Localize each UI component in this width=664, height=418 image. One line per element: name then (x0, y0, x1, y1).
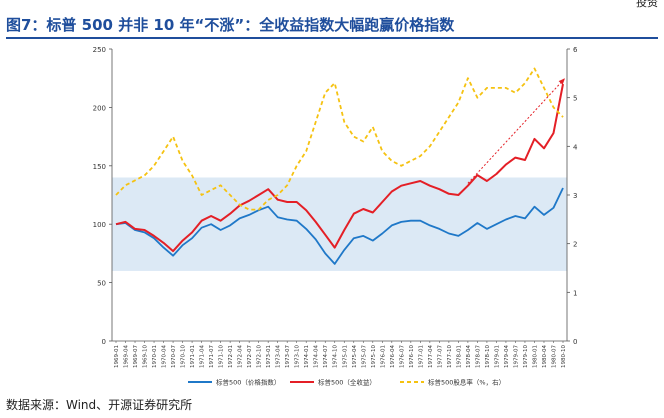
x-tick-label: 1969-04 (124, 345, 130, 368)
x-tick-label: 1979-10 (523, 345, 529, 368)
x-tick-label: 1971-04 (200, 345, 206, 368)
x-tick-label: 1977-07 (437, 345, 443, 368)
x-tick-label: 1970-01 (152, 345, 158, 368)
x-tick-label: 1975-10 (371, 345, 377, 368)
x-tick-label: 1976-04 (390, 345, 396, 368)
x-tick-label: 1970-04 (162, 345, 168, 368)
right-tick-label: 2 (573, 241, 577, 249)
x-tick-label: 1973-01 (266, 345, 272, 368)
right-tick-label: 4 (573, 143, 578, 151)
x-tick-label: 1969-01 (114, 345, 120, 368)
x-tick-label: 1975-01 (342, 345, 348, 368)
x-tick-label: 1974-01 (304, 345, 310, 368)
x-tick-label: 1970-07 (171, 345, 177, 368)
x-tick-label: 1973-04 (276, 345, 282, 368)
x-tick-label: 1974-10 (333, 345, 339, 368)
x-tick-label: 1978-04 (466, 345, 472, 368)
x-tick-label: 1975-07 (361, 345, 367, 368)
title-underline (6, 37, 658, 39)
x-tick-label: 1979-01 (494, 345, 500, 368)
x-tick-label: 1972-01 (228, 345, 234, 368)
right-tick-label: 6 (573, 46, 578, 54)
right-tick-label: 3 (573, 192, 577, 200)
x-tick-label: 1971-01 (190, 345, 196, 368)
x-tick-label: 1973-07 (285, 345, 291, 368)
x-tick-label: 1969-07 (133, 345, 139, 368)
x-tick-label: 1971-07 (209, 345, 215, 368)
legend-label-1: 标普500（价格指数） (216, 378, 280, 387)
x-tick-label: 1978-07 (475, 345, 481, 368)
x-tick-label: 1977-10 (447, 345, 453, 368)
left-tick-label: 150 (93, 163, 106, 171)
series-line-2 (115, 83, 564, 253)
x-tick-label: 1972-10 (257, 345, 263, 368)
x-tick-label: 1972-07 (247, 345, 253, 368)
x-tick-label: 1974-04 (314, 345, 320, 368)
trend-arrow-head (558, 78, 565, 85)
x-tick-label: 1970-10 (181, 345, 187, 368)
source-note: 数据来源：Wind、开源证券研究所 (6, 398, 193, 412)
x-tick-label: 1978-10 (485, 345, 491, 368)
x-tick-label: 1979-07 (513, 345, 519, 368)
right-tick-label: 5 (573, 95, 577, 103)
x-tick-label: 1980-01 (532, 345, 538, 368)
x-tick-label: 1977-04 (428, 345, 434, 368)
x-tick-label: 1978-01 (456, 345, 462, 368)
x-tick-label: 1973-10 (295, 345, 301, 368)
x-tick-label: 1980-10 (561, 345, 567, 368)
left-tick-label: 50 (97, 280, 106, 288)
x-tick-label: 1972-04 (238, 345, 244, 368)
x-tick-label: 1980-04 (542, 345, 548, 368)
left-tick-label: 0 (102, 338, 106, 346)
left-tick-label: 200 (93, 104, 106, 112)
page-corner-text: 投资 (636, 0, 658, 9)
x-tick-label: 1976-07 (399, 345, 405, 368)
x-tick-label: 1975-04 (352, 345, 358, 368)
left-tick-label: 250 (93, 46, 106, 54)
x-tick-label: 1976-01 (380, 345, 386, 368)
legend-label-2: 标普500（全收益） (318, 378, 376, 387)
x-tick-label: 1980-07 (551, 345, 557, 368)
x-tick-label: 1974-07 (323, 345, 329, 368)
right-tick-label: 1 (573, 289, 577, 297)
x-tick-label: 1979-04 (504, 345, 510, 368)
x-tick-label: 1969-10 (143, 345, 149, 368)
left-tick-label: 100 (93, 221, 106, 229)
x-tick-label: 1977-01 (418, 345, 424, 368)
x-tick-label: 1971-10 (219, 345, 225, 368)
x-tick-label: 1976-10 (409, 345, 415, 368)
trend-arrow-line (467, 77, 566, 184)
figure-title: 图7：标普 500 并非 10 年“不涨”：全收益指数大幅跑赢价格指数 (6, 16, 455, 34)
series-line-1 (115, 187, 564, 265)
legend-label-3: 标普500股息率（%，右） (428, 378, 505, 387)
right-tick-label: 0 (573, 338, 577, 346)
